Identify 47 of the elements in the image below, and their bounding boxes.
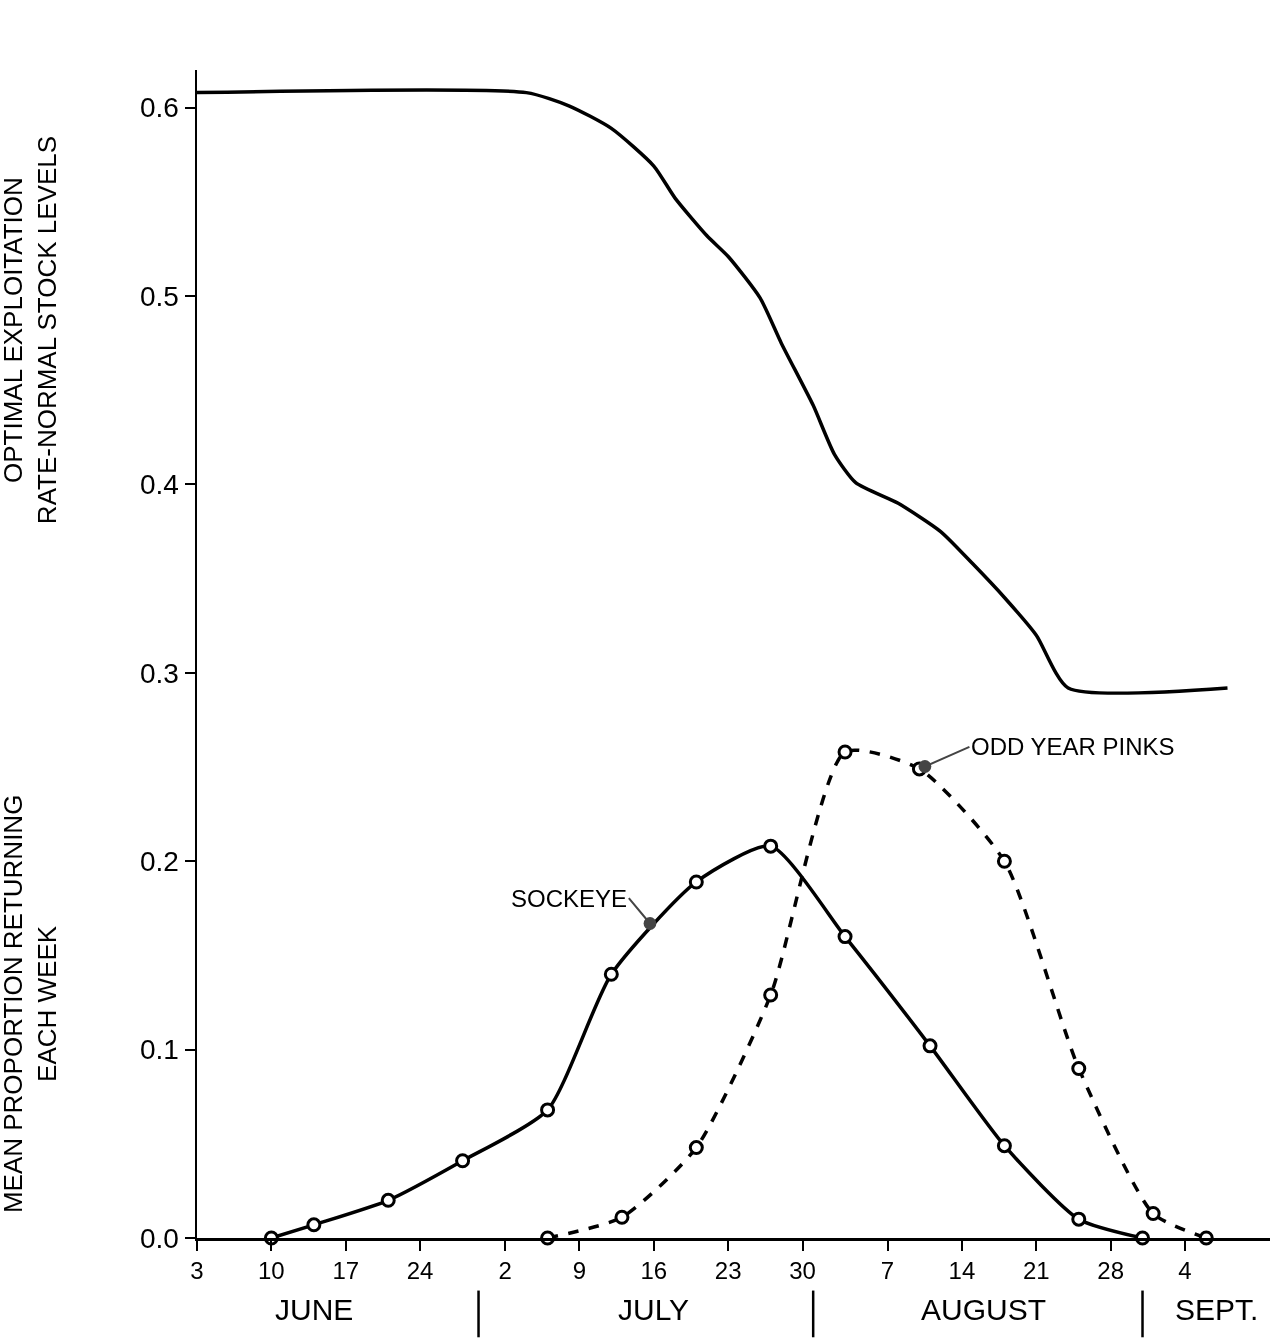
point (688, 1140, 704, 1156)
x-tick-label: 24 (406, 1257, 434, 1285)
text: OPTIMAL EXPLOITATION RATE-NORMAL STOCK LEVELS (0, 135, 63, 525)
point (837, 929, 853, 945)
x-tick-label: 14 (948, 1257, 976, 1285)
x-tick-label: 21 (1022, 1257, 1050, 1285)
x-tick-label: 16 (640, 1257, 668, 1285)
y-tick-label: 0.3 (139, 657, 179, 689)
series-label: ODD YEAR PINKS (971, 733, 1175, 760)
x-tick-label: 7 (880, 1257, 895, 1285)
y-tick-label: 0.5 (139, 280, 179, 312)
point (306, 1217, 322, 1233)
x-tick-label: 3 (190, 1257, 204, 1285)
point (1071, 1211, 1087, 1227)
point (380, 1192, 396, 1208)
point (688, 874, 704, 890)
point (603, 966, 619, 982)
point (540, 1102, 556, 1118)
point (922, 1038, 938, 1054)
point (996, 853, 1012, 869)
y-tick-label: 0.4 (139, 469, 179, 501)
x-tick-label: 17 (332, 1257, 360, 1285)
text: JUNE (275, 1293, 354, 1326)
point (996, 1138, 1012, 1154)
y-tick-label: 0.0 (139, 1222, 179, 1254)
x-tick-label: 4 (1178, 1257, 1192, 1285)
x-tick-label: 28 (1097, 1257, 1124, 1285)
y-axis-title: MEAN PROPORTION RETURNING EACH WEEK (0, 794, 63, 1214)
x-tick-label: 2 (498, 1257, 512, 1285)
point (763, 987, 779, 1003)
point (837, 744, 853, 760)
text: JULY (618, 1293, 690, 1326)
point (1145, 1206, 1161, 1221)
point (455, 1153, 471, 1169)
point (614, 1209, 630, 1225)
text: AUGUST (921, 1293, 1047, 1326)
series-label: SOCKEYE (511, 885, 628, 912)
y-tick-label: 0.2 (139, 846, 179, 878)
x-tick-label: 30 (789, 1257, 816, 1285)
x-tick-label: 23 (714, 1257, 742, 1285)
text: SEPT. (1175, 1293, 1259, 1326)
point (1071, 1060, 1087, 1076)
x-tick-label: 10 (258, 1257, 285, 1285)
x-tick-label: 9 (572, 1257, 587, 1285)
point (763, 838, 779, 854)
y-tick-label: 0.1 (139, 1034, 179, 1066)
y-tick-label: 0.6 (139, 92, 179, 124)
